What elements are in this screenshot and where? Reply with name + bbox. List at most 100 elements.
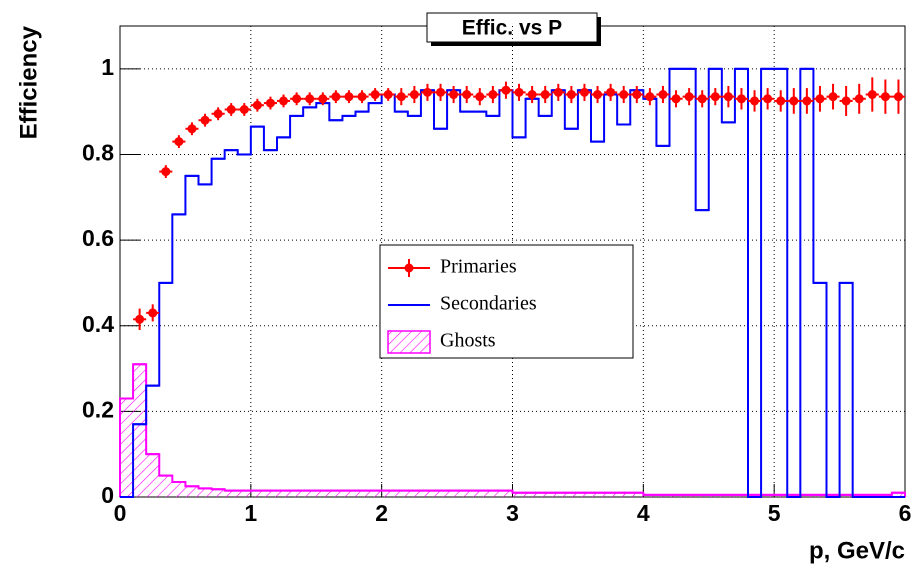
legend-marker bbox=[404, 263, 414, 273]
point bbox=[579, 87, 589, 97]
y-tick-label: 0.2 bbox=[82, 396, 114, 422]
point bbox=[671, 94, 681, 104]
y-tick-label: 0.6 bbox=[82, 225, 114, 251]
point bbox=[880, 92, 890, 102]
ghost-bin bbox=[263, 490, 277, 497]
point bbox=[619, 90, 629, 100]
ghost-bin bbox=[172, 482, 186, 497]
ghost-bin bbox=[891, 492, 905, 497]
ghost-bin bbox=[538, 492, 552, 497]
ghost-bin bbox=[342, 490, 356, 497]
ghost-bin bbox=[761, 494, 775, 497]
ghost-bin bbox=[630, 492, 644, 497]
point bbox=[252, 100, 262, 110]
ghost-bin bbox=[394, 490, 408, 497]
point bbox=[409, 90, 419, 100]
point bbox=[475, 92, 485, 102]
point bbox=[265, 98, 275, 108]
point bbox=[200, 115, 210, 125]
point bbox=[553, 87, 563, 97]
x-tick-label: 1 bbox=[244, 500, 257, 526]
point bbox=[776, 96, 786, 106]
point bbox=[148, 308, 158, 318]
ghost-bin bbox=[721, 494, 735, 497]
x-tick-label: 0 bbox=[114, 500, 127, 526]
ghost-bin bbox=[865, 494, 879, 497]
point bbox=[396, 92, 406, 102]
ghost-bin bbox=[486, 490, 500, 497]
ghost-bin bbox=[512, 492, 526, 497]
point bbox=[422, 87, 432, 97]
ghost-bin bbox=[120, 398, 134, 497]
legend-swatch bbox=[387, 330, 431, 354]
ghost-bin bbox=[604, 492, 618, 497]
point bbox=[828, 92, 838, 102]
point bbox=[854, 94, 864, 104]
ghost-bin bbox=[447, 490, 461, 497]
ghost-bin bbox=[734, 494, 748, 497]
point bbox=[226, 104, 236, 114]
point bbox=[736, 94, 746, 104]
ghost-bin bbox=[355, 490, 369, 497]
ghost-bin bbox=[434, 490, 448, 497]
point bbox=[514, 87, 524, 97]
ghost-bin bbox=[813, 494, 827, 497]
legend-label: Primaries bbox=[440, 256, 517, 278]
y-tick-label: 0 bbox=[101, 482, 114, 508]
point bbox=[802, 96, 812, 106]
point bbox=[645, 92, 655, 102]
ghost-bin bbox=[826, 494, 840, 497]
title-box bbox=[426, 12, 598, 43]
ghost-bin bbox=[669, 494, 683, 497]
point bbox=[279, 96, 289, 106]
point bbox=[763, 94, 773, 104]
legend-label: Ghosts bbox=[440, 330, 496, 352]
point bbox=[344, 92, 354, 102]
point bbox=[710, 92, 720, 102]
ghost-bin bbox=[381, 490, 395, 497]
x-tick-label: 3 bbox=[506, 500, 519, 526]
point bbox=[867, 90, 877, 100]
point bbox=[357, 92, 367, 102]
point bbox=[318, 94, 328, 104]
ghost-bin bbox=[748, 494, 762, 497]
point bbox=[750, 96, 760, 106]
ghost-bin bbox=[787, 494, 801, 497]
ghost-bin bbox=[277, 490, 291, 497]
point bbox=[462, 90, 472, 100]
ghost-bin bbox=[656, 494, 670, 497]
ghost-bin bbox=[460, 490, 474, 497]
ghost-bin bbox=[525, 492, 539, 497]
point bbox=[593, 90, 603, 100]
point bbox=[305, 94, 315, 104]
ghost-bin bbox=[551, 492, 565, 497]
ghost-bin bbox=[839, 494, 853, 497]
x-tick-label: 5 bbox=[768, 500, 781, 526]
y-tick-label: 0.8 bbox=[82, 140, 114, 166]
ghost-bin bbox=[211, 489, 225, 497]
point bbox=[370, 90, 380, 100]
ghost-bin bbox=[303, 490, 317, 497]
point bbox=[331, 92, 341, 102]
point bbox=[213, 109, 223, 119]
ghost-bin bbox=[774, 494, 788, 497]
ghost-bin bbox=[198, 488, 212, 497]
ghost-bin bbox=[420, 490, 434, 497]
ghost-bin bbox=[682, 494, 696, 497]
point bbox=[161, 167, 171, 177]
point bbox=[527, 90, 537, 100]
ghost-bin bbox=[224, 490, 238, 497]
ghost-bin bbox=[407, 490, 421, 497]
ghost-bin bbox=[368, 490, 382, 497]
chart-title: Effic. vs P bbox=[462, 17, 562, 40]
point bbox=[135, 314, 145, 324]
ghost-bin bbox=[852, 494, 866, 497]
ghost-bin bbox=[591, 492, 605, 497]
x-tick-label: 6 bbox=[899, 500, 912, 526]
point bbox=[893, 92, 903, 102]
point bbox=[566, 90, 576, 100]
x-tick-label: 4 bbox=[637, 500, 650, 526]
x-tick-label: 2 bbox=[375, 500, 388, 526]
ghost-bin bbox=[577, 492, 591, 497]
